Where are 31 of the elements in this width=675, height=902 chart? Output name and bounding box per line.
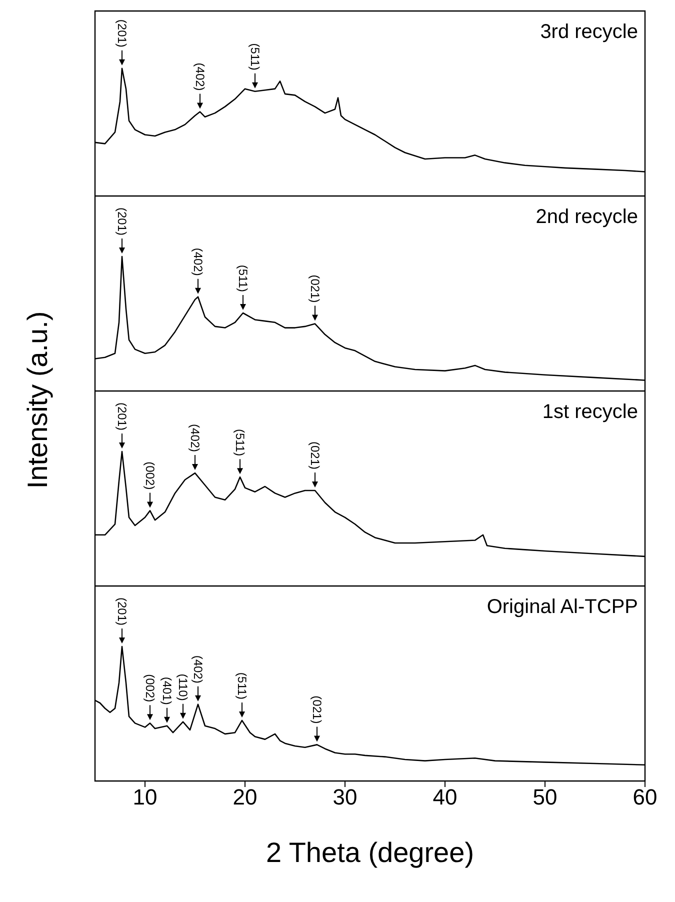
annotation: (002)	[143, 674, 157, 702]
y-axis-title: Intensity (a.u.)	[22, 311, 54, 489]
annotation: (201)	[115, 402, 129, 431]
annotation: (002)	[143, 462, 157, 490]
annotation: (402)	[191, 248, 205, 276]
x-tick-label: 60	[632, 784, 658, 810]
annotation: (511)	[233, 428, 247, 456]
annotation: (511)	[236, 264, 250, 292]
annotation: (021)	[308, 442, 322, 470]
chart-title: 3rd recycle	[540, 21, 638, 44]
x-tick-label: 50	[532, 784, 558, 810]
annotation: (021)	[308, 274, 322, 303]
x-tick-label: 10	[132, 784, 158, 810]
annotation: (201)	[115, 208, 129, 236]
annotation: (201)	[115, 598, 129, 626]
x-axis-title: 2 Theta (degree)	[264, 837, 476, 869]
annotation: (402)	[191, 655, 205, 684]
annotation: (402)	[188, 424, 202, 452]
chart-title: 2nd recycle	[536, 206, 638, 229]
annotation: (402)	[193, 62, 207, 91]
annotation: (511)	[248, 43, 262, 70]
annotation: (021)	[310, 696, 324, 724]
x-tick-label: 40	[432, 784, 458, 810]
annotation: (201)	[115, 19, 129, 48]
chart-title: 1st recycle	[542, 401, 638, 424]
chart-title: Original Al-TCPP	[486, 596, 638, 619]
x-tick-label: 20	[232, 784, 258, 810]
x-tick-label: 30	[332, 784, 358, 810]
annotation: (401)	[160, 676, 174, 705]
annotation: (110)	[176, 674, 190, 701]
annotation: (511)	[235, 672, 249, 700]
